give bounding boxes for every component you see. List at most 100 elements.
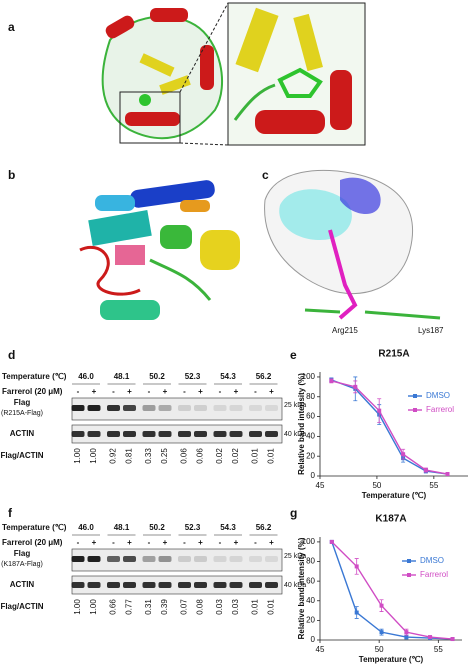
sign: -	[77, 538, 80, 547]
flag-band	[123, 556, 136, 562]
sign: -	[148, 387, 151, 396]
row-label: Farrerol (20 μM)	[2, 387, 63, 396]
flag-band	[123, 405, 136, 411]
flag-band	[265, 405, 278, 411]
actin-band	[249, 582, 262, 588]
legend-label: Farrerol	[420, 570, 448, 579]
data-point	[329, 539, 334, 544]
flag-band	[178, 405, 191, 411]
sign: +	[269, 538, 274, 547]
sign: +	[269, 387, 274, 396]
actin-band	[87, 431, 101, 437]
data-point	[423, 468, 428, 473]
ratio: 0.01	[251, 448, 260, 464]
x-tick-label: 55	[429, 481, 438, 490]
sign: +	[127, 387, 132, 396]
panel-label: a	[8, 20, 15, 34]
temperature: 52.3	[185, 523, 201, 532]
y-tick-label: 20	[306, 451, 315, 460]
ratio: 0.07	[180, 599, 189, 615]
sign: +	[163, 538, 168, 547]
sign: +	[198, 538, 203, 547]
row-label: (K187A-Flag)	[1, 561, 43, 568]
legend-marker	[407, 559, 411, 563]
series-line	[331, 541, 453, 640]
actin-band	[107, 431, 120, 437]
y-tick-label: 80	[306, 557, 315, 566]
data-point	[404, 630, 409, 635]
y-tick-label: 0	[311, 471, 316, 480]
ratio: 0.33	[144, 448, 153, 464]
structure-a	[101, 2, 366, 146]
data-point	[445, 472, 450, 477]
flag-band	[194, 556, 207, 562]
temperature: 48.1	[114, 372, 130, 381]
marker-label: 40 kDa	[284, 582, 306, 589]
legend-marker	[407, 573, 411, 577]
y-tick-label: 100	[302, 537, 316, 546]
flag-band	[158, 405, 172, 411]
flag-band	[87, 405, 101, 411]
ratio: 1.00	[73, 599, 82, 615]
ratio: 0.06	[180, 448, 189, 464]
marker-label: 25 kDa	[284, 553, 306, 560]
flag-band	[107, 556, 120, 562]
actin-band	[249, 431, 262, 437]
flag-band	[249, 556, 262, 562]
actin-band	[194, 582, 207, 588]
sign: -	[183, 387, 186, 396]
ratio: 0.81	[125, 448, 134, 464]
flag-band	[87, 556, 101, 562]
marker-label: 40 kDa	[284, 431, 306, 438]
residue-label: Lys187	[418, 326, 444, 335]
y-axis-label: Relative band intensity (%)	[297, 373, 306, 475]
panel-label: b	[8, 168, 15, 182]
y-tick-label: 20	[306, 615, 315, 624]
ratio: 1.00	[89, 448, 98, 464]
data-point	[329, 378, 334, 383]
flag-band	[71, 556, 85, 562]
actin-band	[229, 431, 243, 437]
sign: -	[254, 387, 257, 396]
series-line	[331, 379, 448, 475]
actin-band	[158, 431, 172, 437]
ratio: 0.92	[109, 448, 118, 464]
ratio: 0.02	[215, 448, 224, 464]
legend-marker	[413, 394, 417, 398]
temperature: 56.2	[256, 523, 272, 532]
flag-band	[142, 405, 156, 411]
actin-band	[107, 582, 120, 588]
sign: +	[198, 387, 203, 396]
actin-band	[71, 582, 85, 588]
flag-band	[265, 556, 278, 562]
data-point	[377, 408, 382, 413]
ratio: 0.02	[231, 448, 240, 464]
data-point	[428, 635, 433, 640]
y-tick-label: 60	[306, 412, 315, 421]
y-tick-label: 100	[302, 372, 316, 381]
ratio: 0.77	[125, 599, 134, 615]
data-point	[401, 452, 406, 457]
sign: +	[234, 538, 239, 547]
ratio: 0.39	[160, 599, 169, 615]
series-line	[331, 380, 448, 475]
sign: -	[219, 538, 222, 547]
temperature: 50.2	[149, 372, 165, 381]
panel-label: d	[8, 348, 15, 362]
marker-label: 25 kDa	[284, 402, 306, 409]
ratio: 0.01	[267, 599, 276, 615]
row-label: Flag/ACTIN	[0, 602, 43, 611]
row-label: ACTIN	[10, 580, 35, 589]
actin-band	[142, 431, 156, 437]
structure-c	[264, 169, 441, 320]
sign: -	[112, 387, 115, 396]
row-label: Flag	[14, 549, 31, 558]
panel-label: c	[262, 168, 269, 182]
actin-band	[265, 431, 278, 437]
row-label: Flag	[14, 398, 31, 407]
actin-band	[123, 582, 136, 588]
actin-band	[123, 431, 136, 437]
data-point	[354, 564, 359, 569]
x-tick-label: 50	[372, 481, 381, 490]
